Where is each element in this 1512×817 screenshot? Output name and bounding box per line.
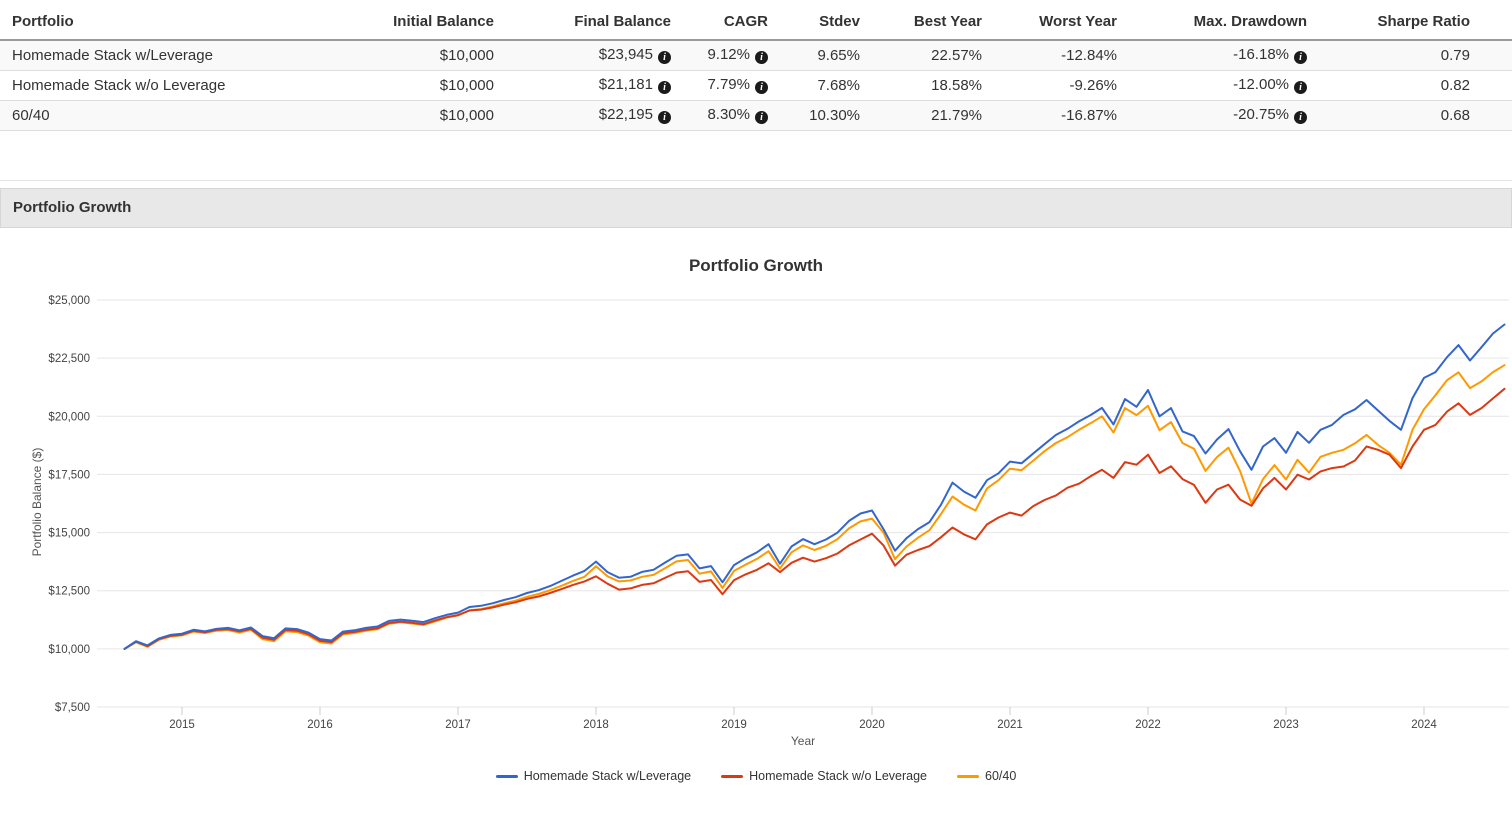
column-header-final-balance: Final Balance bbox=[494, 0, 671, 41]
stdev-value: 7.68% bbox=[768, 70, 860, 101]
x-tick-label: 2016 bbox=[307, 719, 333, 731]
worst-year-value: -16.87% bbox=[982, 100, 1117, 131]
max-drawdown-value: -16.18% i bbox=[1117, 40, 1307, 71]
column-header-portfolio: Portfolio bbox=[0, 0, 368, 41]
cagr-value: 8.30% i bbox=[671, 100, 768, 131]
info-icon[interactable]: i bbox=[658, 111, 671, 124]
legend-item: Homemade Stack w/Leverage bbox=[495, 769, 692, 783]
legend-dash-icon bbox=[957, 774, 980, 778]
performance-summary-table: Portfolio Initial Balance Final Balance … bbox=[0, 0, 1512, 131]
final-balance-value: $21,181 i bbox=[494, 70, 671, 101]
x-tick-label: 2018 bbox=[583, 719, 609, 731]
best-year-value: 18.58% bbox=[860, 70, 982, 101]
y-tick-label: $20,000 bbox=[48, 411, 90, 423]
portfolio-name: 60/40 bbox=[0, 100, 368, 131]
y-tick-label: $10,000 bbox=[48, 644, 90, 656]
series-line-60-40[interactable] bbox=[123, 364, 1506, 650]
chart-plot-area[interactable]: $7,500 $10,000 $12,500 $15,000 $17,500 $20,00… bbox=[0, 228, 1512, 810]
best-year-value: 21.79% bbox=[860, 100, 982, 131]
series-line-homemade-stack-w-leverage[interactable] bbox=[123, 323, 1506, 650]
y-tick-label: $22,500 bbox=[48, 353, 90, 365]
initial-balance-value: $10,000 bbox=[368, 40, 494, 71]
stdev-value: 9.65% bbox=[768, 40, 860, 71]
column-header-cagr: CAGR bbox=[671, 0, 768, 41]
info-icon[interactable]: i bbox=[1294, 111, 1307, 124]
legend-label: Homemade Stack w/o Leverage bbox=[749, 769, 928, 783]
legend-dash-icon bbox=[495, 774, 518, 778]
column-header-best-year: Best Year bbox=[860, 0, 982, 41]
panel-divider bbox=[0, 131, 1512, 181]
column-header-sharpe-ratio: Sharpe Ratio bbox=[1307, 0, 1512, 41]
worst-year-value: -12.84% bbox=[982, 40, 1117, 71]
sharpe-ratio-value: 0.82 bbox=[1307, 70, 1512, 101]
info-icon[interactable]: i bbox=[658, 81, 671, 94]
chart-title: Portfolio Growth bbox=[688, 256, 824, 275]
stdev-value: 10.30% bbox=[768, 100, 860, 131]
portfolio-growth-chart: Portfolio Growth Portfolio Balance ($) $… bbox=[0, 228, 1512, 810]
initial-balance-value: $10,000 bbox=[368, 70, 494, 101]
max-drawdown-value: -12.00% i bbox=[1117, 70, 1307, 101]
section-header-portfolio-growth: Portfolio Growth bbox=[0, 188, 1512, 228]
sharpe-ratio-value: 0.68 bbox=[1307, 100, 1512, 131]
cagr-value: 7.79% i bbox=[671, 70, 768, 101]
section-title: Portfolio Growth bbox=[13, 199, 132, 216]
legend-item: Homemade Stack w/o Leverage bbox=[721, 769, 927, 783]
x-tick-label: 2020 bbox=[859, 719, 885, 731]
info-icon[interactable]: i bbox=[755, 111, 768, 124]
y-tick-label: $12,500 bbox=[48, 586, 90, 598]
y-tick-label: $15,000 bbox=[48, 528, 90, 540]
x-tick-label: 2024 bbox=[1411, 719, 1437, 731]
chart-legend: Homemade Stack w/Leverage Homemade Stack… bbox=[0, 769, 1512, 783]
final-balance-value: $22,195 i bbox=[494, 100, 671, 131]
info-icon[interactable]: i bbox=[1294, 81, 1307, 94]
table-row: Homemade Stack w/o Leverage $10,000 $21,… bbox=[0, 70, 1512, 101]
y-tick-label: $7,500 bbox=[55, 702, 90, 714]
info-icon[interactable]: i bbox=[755, 81, 768, 94]
legend-label: Homemade Stack w/Leverage bbox=[523, 769, 692, 783]
y-tick-label: $25,000 bbox=[48, 295, 90, 307]
final-balance-value: $23,945 i bbox=[494, 40, 671, 71]
portfolio-name: Homemade Stack w/o Leverage bbox=[0, 70, 368, 101]
worst-year-value: -9.26% bbox=[982, 70, 1117, 101]
column-header-initial-balance: Initial Balance bbox=[368, 0, 494, 41]
table-header-row: Portfolio Initial Balance Final Balance … bbox=[0, 0, 1512, 41]
best-year-value: 22.57% bbox=[860, 40, 982, 71]
x-tick-label: 2015 bbox=[169, 719, 195, 731]
column-header-max-drawdown: Max. Drawdown bbox=[1117, 0, 1307, 41]
legend-label: 60/40 bbox=[985, 769, 1017, 783]
table-row: 60/40 $10,000 $22,195 i 8.30% i 10.30% 21.… bbox=[0, 100, 1512, 131]
info-icon[interactable]: i bbox=[755, 51, 768, 64]
table-row: Homemade Stack w/Leverage $10,000 $23,94… bbox=[0, 40, 1512, 71]
info-icon[interactable]: i bbox=[658, 51, 671, 64]
x-tick-label: 2022 bbox=[1135, 719, 1161, 731]
column-header-worst-year: Worst Year bbox=[982, 0, 1117, 41]
sharpe-ratio-value: 0.79 bbox=[1307, 40, 1512, 71]
x-tick-label: 2017 bbox=[445, 719, 471, 731]
info-icon[interactable]: i bbox=[1294, 51, 1307, 64]
initial-balance-value: $10,000 bbox=[368, 100, 494, 131]
x-tick-label: 2021 bbox=[997, 719, 1023, 731]
cagr-value: 9.12% i bbox=[671, 40, 768, 71]
portfolio-name: Homemade Stack w/Leverage bbox=[0, 40, 368, 71]
legend-dash-icon bbox=[721, 774, 744, 778]
x-tick-label: 2019 bbox=[721, 719, 747, 731]
y-tick-label: $17,500 bbox=[48, 469, 90, 481]
legend-item: 60/40 bbox=[957, 769, 1016, 783]
max-drawdown-value: -20.75% i bbox=[1117, 100, 1307, 131]
x-axis-title: Year bbox=[790, 734, 816, 748]
column-header-stdev: Stdev bbox=[768, 0, 860, 41]
series-line-homemade-stack-w-o-leverage[interactable] bbox=[123, 387, 1506, 650]
x-tick-label: 2023 bbox=[1273, 719, 1299, 731]
